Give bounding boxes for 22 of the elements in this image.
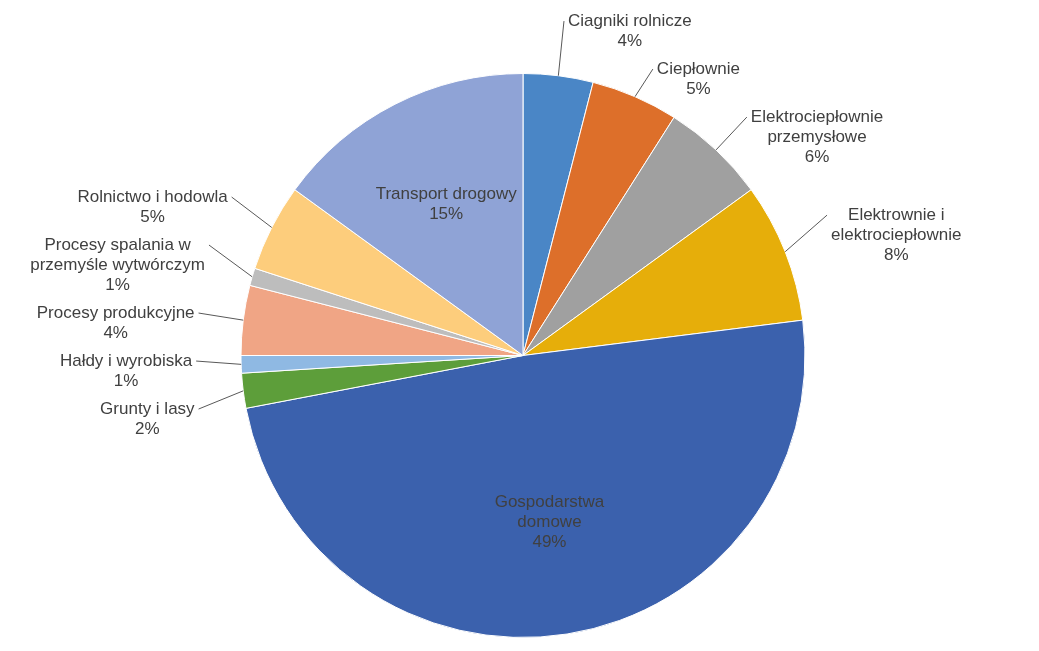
data-label: 1% (105, 274, 130, 294)
data-label: 8% (883, 244, 909, 264)
slice-label: Elektrociepłownie przemysłowe (750, 106, 884, 146)
data-label: 2% (135, 418, 160, 438)
data-label: 6% (804, 146, 830, 166)
slice-label: Procesy spalania w przemyśle wytwórczym (30, 234, 205, 274)
data-label: 49% (532, 532, 567, 552)
data-label: 1% (113, 370, 139, 390)
slice-label: Rolnictwo i hodowla (77, 186, 229, 206)
slice-label: Ciepłownie (656, 58, 741, 78)
data-label: 4% (617, 30, 643, 50)
slice-label: Procesy produkcyjne (36, 302, 195, 322)
slice-label: Grunty i lasy (100, 398, 196, 418)
data-label: 5% (686, 78, 711, 98)
slice-label: Ciagniki rolnicze (567, 10, 692, 30)
data-label: 5% (140, 206, 165, 226)
slice-label: Hałdy i wyrobiska (59, 350, 193, 370)
slice-label: Transport drogowy (375, 184, 518, 204)
slice-label: Gospodarstwa domowe (494, 492, 605, 532)
data-label: 4% (103, 322, 128, 342)
slice-label: Elektrownie i elektrociepłownie (831, 204, 962, 244)
data-label: 15% (429, 204, 464, 224)
